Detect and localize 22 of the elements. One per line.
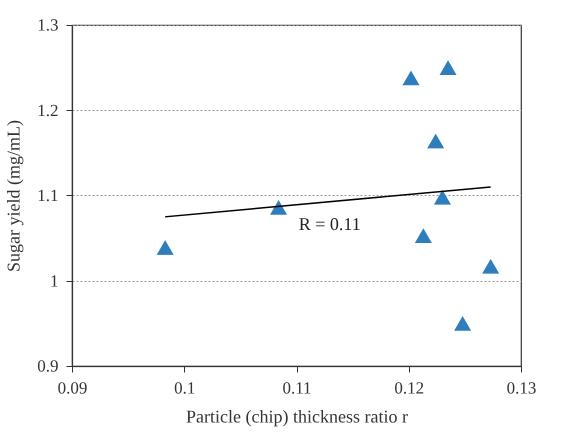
x-tick-label: 0.1	[174, 378, 196, 398]
x-tick-label: 0.09	[58, 378, 88, 398]
point	[402, 70, 420, 86]
x-tick-label: 0.13	[506, 378, 536, 398]
y-tick-label: 1.1	[37, 186, 58, 205]
y-tick-label: 1.2	[37, 100, 58, 120]
annotation: R = 0.11	[298, 214, 361, 234]
point	[482, 258, 500, 274]
point	[414, 228, 432, 243]
y-tick-label: 1.3	[37, 16, 58, 34]
point	[427, 134, 444, 148]
y-tick-label: 1	[50, 271, 58, 290]
y-axis-title: Sugar yield (mg/mL)	[3, 120, 24, 272]
point	[270, 200, 288, 215]
x-tick-label: 0.11	[282, 378, 312, 398]
point	[434, 190, 451, 205]
point	[454, 316, 472, 331]
x-axis-title: Particle (chip) thickness ratio r	[186, 406, 408, 426]
point	[156, 240, 174, 255]
x-tick-label: 0.12	[394, 378, 424, 398]
y-tick-label: 0.9	[37, 356, 58, 376]
point	[440, 60, 457, 75]
